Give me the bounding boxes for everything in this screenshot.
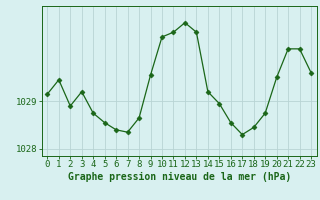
X-axis label: Graphe pression niveau de la mer (hPa): Graphe pression niveau de la mer (hPa) [68,172,291,182]
